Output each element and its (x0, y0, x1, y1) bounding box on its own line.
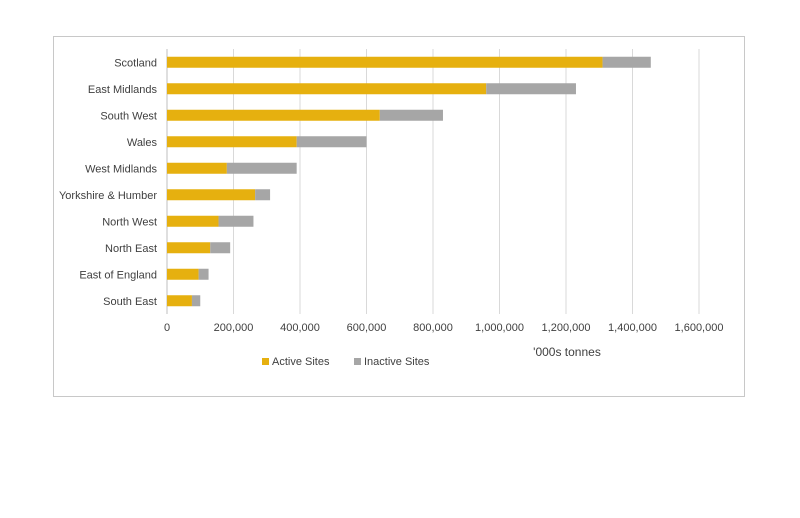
bar-inactive-east-of-england (198, 268, 209, 280)
x-tick-label: 1,000,000 (475, 322, 524, 334)
x-tick-label: 200,000 (214, 322, 254, 334)
category-label: North West (102, 216, 157, 228)
bar-inactive-scotland (602, 56, 651, 68)
category-label: South East (103, 296, 157, 308)
chart-frame: Scotland East Midlands South West Wales West… (53, 36, 745, 397)
category-label: East of England (79, 269, 157, 281)
category-label: Yorkshire & Humber (59, 190, 157, 202)
x-tick-label: 400,000 (280, 322, 320, 334)
x-tick-label: 1,400,000 (608, 322, 657, 334)
x-tick-label: 0 (164, 322, 170, 334)
x-tick-label: 1,600,000 (675, 322, 724, 334)
x-tick-label: 600,000 (347, 322, 387, 334)
x-tick-labels: 0 200,000 400,000 600,000 800,000 1,000,000 1,… (164, 322, 724, 334)
category-labels: Scotland East Midlands South West Wales West… (59, 57, 158, 308)
bar-active-east-midlands (167, 83, 487, 95)
bar-active-south-west (167, 109, 380, 121)
bar-active-north-east (167, 242, 211, 254)
bar-active-scotland (167, 56, 603, 68)
category-label: Wales (127, 137, 158, 149)
bar-inactive-south-west (379, 109, 443, 121)
x-axis-title: '000s tonnes (533, 345, 601, 359)
x-tick-label: 800,000 (413, 322, 453, 334)
category-label: North East (105, 243, 157, 255)
bar-inactive-north-west (218, 215, 254, 227)
legend-swatch (262, 358, 269, 365)
bar-active-east-of-england (167, 268, 199, 280)
bar-active-south-east (167, 295, 192, 307)
legend-swatch (354, 358, 361, 365)
category-label: Scotland (114, 57, 157, 69)
bars (167, 56, 651, 307)
category-label: East Midlands (88, 84, 158, 96)
bar-inactive-west-midlands (226, 162, 297, 174)
chart-svg: Scotland East Midlands South West Wales West… (59, 49, 724, 368)
legend-label: Active Sites (272, 356, 330, 368)
bar-inactive-yorkshire-humber (255, 189, 271, 201)
legend: Active Sites Inactive Sites (262, 356, 430, 368)
category-label: South West (100, 110, 157, 122)
x-tick-label: 1,200,000 (542, 322, 591, 334)
bar-active-west-midlands (167, 162, 227, 174)
legend-label: Inactive Sites (364, 356, 430, 368)
bar-inactive-north-east (210, 242, 231, 254)
bar-inactive-wales (296, 136, 367, 148)
category-label: West Midlands (85, 163, 157, 175)
bar-active-north-west (167, 215, 219, 227)
bar-inactive-east-midlands (486, 83, 576, 95)
bar-active-yorkshire-humber (167, 189, 256, 201)
bar-active-wales (167, 136, 297, 148)
bar-inactive-south-east (191, 295, 201, 307)
